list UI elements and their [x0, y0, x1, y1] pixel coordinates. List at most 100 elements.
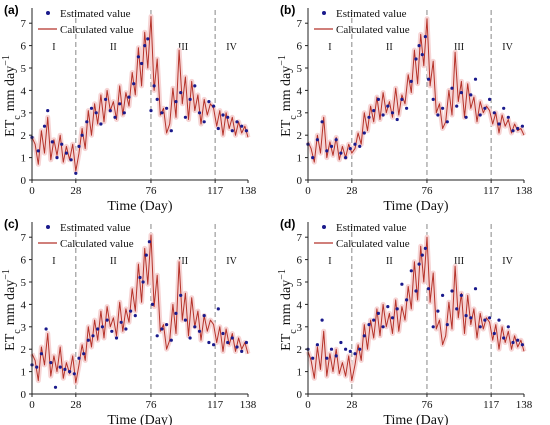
estimated-point	[334, 354, 338, 358]
x-tick-label: 28	[346, 399, 358, 411]
estimated-point	[414, 289, 418, 293]
estimated-point	[334, 138, 338, 142]
x-tick-label: 117	[483, 185, 500, 197]
estimated-point	[426, 77, 431, 81]
y-axis-title-main: ET	[3, 333, 18, 351]
estimated-point	[155, 97, 159, 101]
x-tick-label: 117	[207, 185, 224, 197]
y-tick-label: 4	[297, 299, 303, 311]
estimated-point	[469, 316, 473, 320]
estimated-point	[50, 140, 54, 144]
phase-label: I	[328, 42, 331, 53]
estimated-point	[188, 97, 192, 101]
y-tick-label: 0	[297, 175, 303, 187]
estimated-point	[473, 287, 478, 291]
estimated-point	[132, 82, 136, 86]
y-tick-label: 4	[297, 85, 303, 97]
estimated-point	[511, 340, 515, 345]
estimated-point	[143, 44, 147, 48]
legend-estimated-label: Estimated value	[60, 222, 131, 234]
estimated-point	[63, 367, 67, 371]
phase-label: IV	[226, 256, 237, 267]
estimated-point	[414, 57, 418, 61]
panel-label: (c)	[4, 217, 19, 231]
estimated-point	[188, 336, 192, 340]
estimated-point	[141, 280, 145, 284]
estimated-point	[381, 325, 385, 329]
estimated-point	[68, 370, 72, 374]
y-axis-title-sup: −1	[277, 55, 288, 66]
legend-estimated-marker	[322, 225, 326, 229]
estimated-point	[235, 345, 239, 349]
estimated-point	[80, 133, 84, 137]
y-tick-label: 2	[21, 344, 27, 356]
y-axis-title-units: mm day	[3, 280, 18, 326]
estimated-point	[105, 318, 109, 322]
estimated-point	[212, 343, 216, 347]
estimated-point	[436, 113, 440, 117]
estimated-point	[183, 318, 187, 322]
calculated-series-line	[307, 18, 525, 163]
estimated-point	[445, 120, 449, 124]
estimated-point	[339, 340, 343, 345]
x-axis-title: Time (Day)	[383, 199, 449, 214]
estimated-point	[124, 327, 128, 331]
estimated-point	[353, 142, 357, 146]
x-tick-label: 138	[240, 399, 257, 411]
y-axis-title-sup: −1	[1, 55, 12, 66]
estimated-point	[445, 323, 449, 327]
estimated-point	[155, 334, 159, 338]
estimated-point	[49, 361, 53, 365]
estimated-point	[221, 113, 225, 117]
estimated-point	[129, 309, 133, 313]
estimated-point	[455, 104, 459, 108]
legend-estimated-label: Estimated value	[336, 222, 407, 234]
y-tick-label: 3	[297, 108, 303, 120]
calculated-series-line	[31, 234, 249, 384]
x-tick-label: 28	[346, 185, 358, 197]
estimated-point	[473, 77, 478, 81]
estimated-point	[58, 365, 62, 369]
phase-label: II	[386, 42, 393, 53]
legend-calculated-label: Calculated value	[336, 238, 410, 250]
legend-calculated-label: Calculated value	[60, 238, 134, 250]
estimated-point	[441, 106, 445, 110]
estimated-point	[127, 95, 131, 99]
estimated-point	[86, 338, 90, 342]
calculated-series-line	[307, 236, 525, 382]
estimated-point	[381, 113, 385, 117]
estimated-point	[108, 109, 112, 113]
estimated-point	[193, 325, 197, 329]
y-tick-label: 1	[297, 367, 303, 379]
y-axis-title-sub: c	[288, 115, 299, 120]
estimated-point	[353, 352, 357, 356]
phase-label: II	[386, 256, 393, 267]
x-tick-label: 28	[70, 399, 82, 411]
x-tick-label: 138	[516, 185, 533, 197]
estimated-point	[160, 327, 164, 331]
estimated-point	[235, 120, 239, 124]
y-axis-title-units: mm day	[3, 66, 18, 112]
estimated-point	[96, 327, 100, 331]
estimated-point	[53, 385, 58, 389]
y-tick-label: 5	[21, 277, 27, 289]
estimated-point	[390, 111, 395, 115]
estimated-point	[69, 158, 73, 162]
estimated-point	[207, 340, 211, 345]
y-axis-title-units: mm day	[279, 66, 294, 112]
estimated-point	[325, 149, 329, 153]
estimated-point	[82, 352, 86, 356]
estimated-point	[226, 115, 230, 119]
estimated-point	[179, 91, 183, 95]
estimated-point	[39, 352, 44, 356]
estimated-point	[244, 340, 248, 345]
estimated-point	[400, 97, 404, 101]
x-tick-label: 138	[240, 185, 257, 197]
estimated-point	[122, 111, 126, 115]
y-tick-label: 7	[21, 18, 27, 30]
estimated-point	[315, 138, 319, 142]
phase-label: II	[110, 256, 117, 267]
estimated-point	[405, 298, 409, 302]
estimated-point	[110, 329, 114, 333]
